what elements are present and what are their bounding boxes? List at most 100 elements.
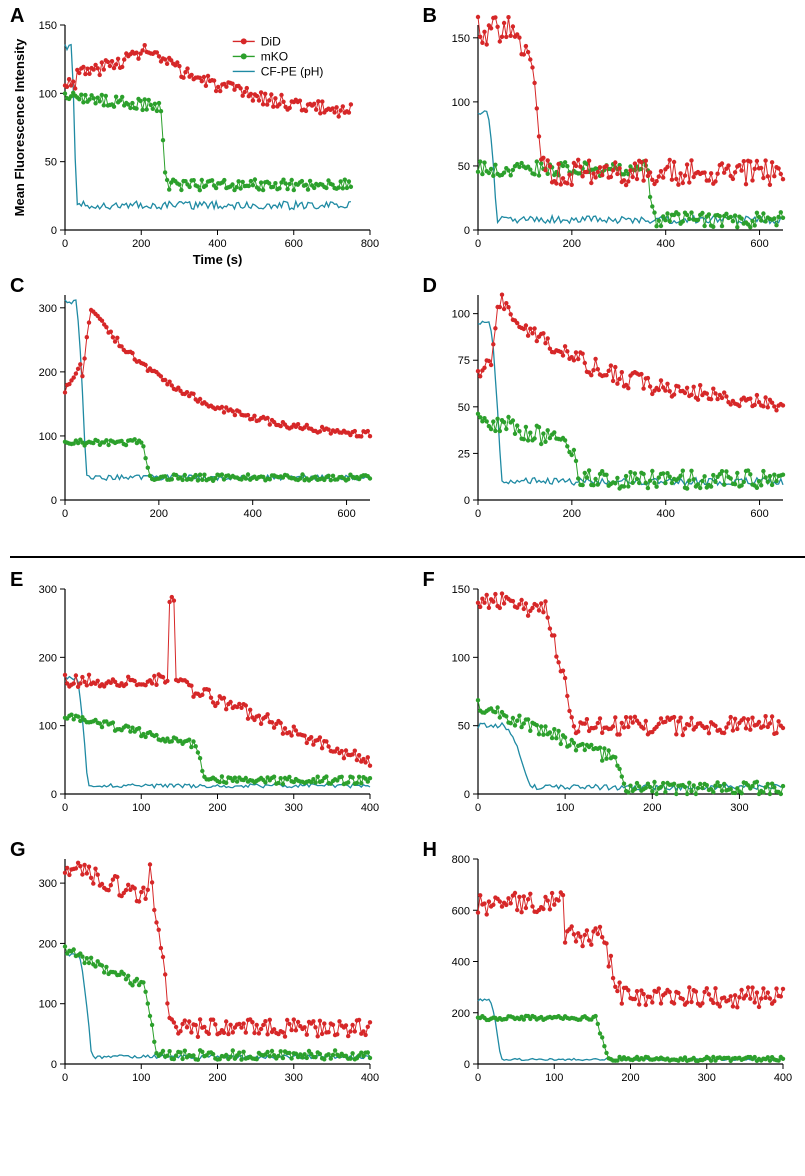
series-cf-pe [65, 300, 370, 480]
panel-label-e: E [10, 569, 23, 592]
series-cf-pe [65, 954, 370, 1059]
svg-text:100: 100 [39, 999, 57, 1011]
svg-text:300: 300 [730, 802, 748, 814]
svg-text:600: 600 [750, 508, 768, 520]
chart-h: 01002003004000200400600800 [423, 844, 793, 1104]
svg-text:200: 200 [621, 1072, 639, 1084]
series-mko [478, 414, 783, 489]
svg-text:100: 100 [132, 1072, 150, 1084]
svg-text:0: 0 [463, 225, 469, 237]
series-did [65, 863, 370, 1037]
svg-text:0: 0 [62, 802, 68, 814]
svg-text:200: 200 [562, 508, 580, 520]
svg-text:0: 0 [474, 1072, 480, 1084]
svg-text:100: 100 [39, 431, 57, 443]
svg-text:25: 25 [457, 448, 469, 460]
svg-text:100: 100 [451, 309, 469, 321]
series-did [478, 594, 783, 736]
svg-text:200: 200 [150, 508, 168, 520]
series-did [478, 893, 783, 1008]
svg-text:200: 200 [208, 802, 226, 814]
svg-text:100: 100 [39, 721, 57, 733]
svg-text:0: 0 [51, 495, 57, 507]
svg-text:Mean Fluorescence Intensity: Mean Fluorescence Intensity [12, 38, 27, 216]
svg-text:150: 150 [451, 584, 469, 596]
series-did [65, 310, 370, 436]
svg-text:400: 400 [208, 238, 226, 250]
svg-text:200: 200 [39, 652, 57, 664]
svg-text:0: 0 [62, 508, 68, 520]
series-mko [478, 700, 783, 794]
chart-e: 0 100 200 300 400 0 100 200 300 [10, 574, 380, 834]
chart-b: 0200400600050100150 [423, 10, 793, 270]
section-divider [10, 556, 805, 558]
series-cf-pe [65, 676, 370, 788]
panel-label-f: F [423, 569, 435, 592]
chart-d: 02004006000255075100 [423, 280, 793, 540]
svg-text:0: 0 [62, 238, 68, 250]
panel-e: E01002003004000100200300 [10, 574, 403, 834]
panel-g: G01002003004000100200300 [10, 844, 403, 1104]
svg-text:300: 300 [39, 878, 57, 890]
svg-text:0: 0 [51, 225, 57, 237]
svg-text:0: 0 [474, 802, 480, 814]
svg-text:50: 50 [45, 157, 57, 169]
panel-a: A0200400600800050100150Time (s)Mean Fluo… [10, 10, 403, 270]
panel-h: H01002003004000200400600800 [423, 844, 805, 1104]
svg-text:mKO: mKO [261, 49, 288, 63]
svg-text:600: 600 [750, 238, 768, 250]
chart-c: 0 200 400 600 0 100 200 300 [10, 280, 380, 540]
panel-label-g: G [10, 839, 26, 862]
panel-c: C02004006000100200300 [10, 280, 403, 540]
svg-text:600: 600 [337, 508, 355, 520]
svg-text:300: 300 [697, 1072, 715, 1084]
svg-text:Time (s): Time (s) [193, 252, 243, 267]
svg-text:50: 50 [457, 721, 469, 733]
svg-text:800: 800 [451, 854, 469, 866]
svg-text:CF-PE (pH): CF-PE (pH) [261, 64, 324, 78]
svg-text:100: 100 [555, 802, 573, 814]
svg-text:200: 200 [39, 367, 57, 379]
svg-text:150: 150 [39, 20, 57, 32]
svg-text:800: 800 [361, 238, 379, 250]
series-did [478, 295, 783, 411]
panel-label-d: D [423, 275, 437, 298]
svg-text:0: 0 [474, 508, 480, 520]
svg-text:50: 50 [457, 402, 469, 414]
svg-text:200: 200 [451, 1008, 469, 1020]
panel-b: B0200400600050100150 [423, 10, 805, 270]
svg-text:300: 300 [39, 303, 57, 315]
series-did [478, 17, 783, 185]
series-mko [65, 947, 370, 1060]
svg-text:0: 0 [51, 789, 57, 801]
svg-text:300: 300 [285, 802, 303, 814]
panel-f: F0100200300050100150 [423, 574, 805, 834]
panel-label-a: A [10, 5, 24, 28]
svg-text:400: 400 [361, 802, 379, 814]
svg-text:300: 300 [285, 1072, 303, 1084]
svg-text:200: 200 [132, 238, 150, 250]
svg-text:200: 200 [643, 802, 661, 814]
panel-label-c: C [10, 275, 24, 298]
svg-text:300: 300 [39, 584, 57, 596]
svg-text:0: 0 [463, 495, 469, 507]
svg-text:0: 0 [474, 238, 480, 250]
series-mko [478, 1016, 783, 1061]
svg-text:400: 400 [656, 508, 674, 520]
svg-text:100: 100 [451, 652, 469, 664]
chart-g: 01002003004000100200300 [10, 844, 380, 1104]
svg-text:0: 0 [51, 1059, 57, 1071]
svg-text:50: 50 [457, 161, 469, 173]
panel-label-b: B [423, 5, 437, 28]
svg-text:0: 0 [463, 789, 469, 801]
svg-text:400: 400 [451, 957, 469, 969]
svg-text:400: 400 [244, 508, 262, 520]
svg-text:200: 200 [562, 238, 580, 250]
panel-label-h: H [423, 839, 437, 862]
svg-text:200: 200 [208, 1072, 226, 1084]
svg-text:100: 100 [132, 802, 150, 814]
svg-text:400: 400 [773, 1072, 791, 1084]
svg-text:100: 100 [451, 97, 469, 109]
svg-text:0: 0 [463, 1059, 469, 1071]
svg-text:150: 150 [451, 33, 469, 45]
